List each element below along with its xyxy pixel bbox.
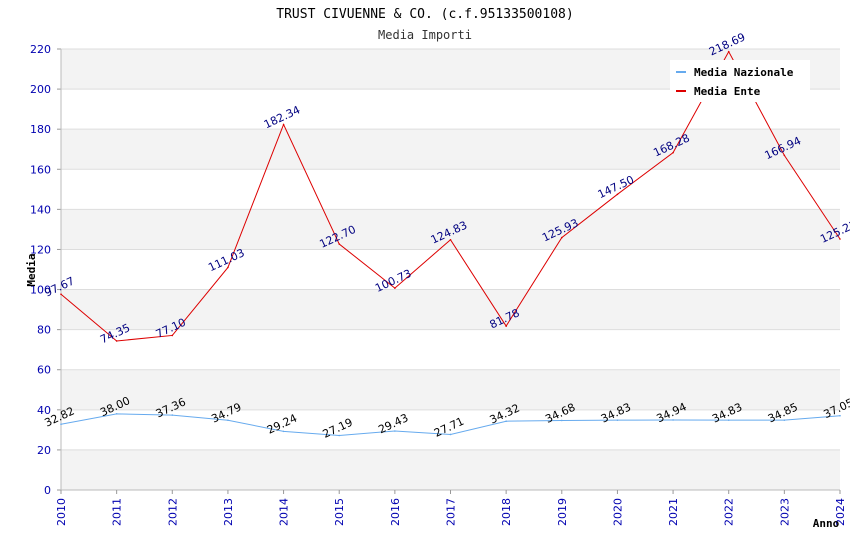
x-tick-label: 2017 xyxy=(445,498,458,526)
data-point xyxy=(338,434,341,437)
legend-box xyxy=(670,60,810,102)
chart-title: TRUST CIVUENNE & CO. (c.f.95133500108) xyxy=(276,7,573,22)
legend: Media Nazionale Media Ente xyxy=(670,60,810,102)
x-tick-label: 2013 xyxy=(222,498,235,526)
x-tick-label: 2010 xyxy=(55,498,68,526)
plot-background-bands xyxy=(61,49,840,490)
y-tick-label: 40 xyxy=(37,404,51,417)
y-tick-label: 200 xyxy=(30,83,51,96)
data-point xyxy=(227,419,229,422)
x-tick-label: 2023 xyxy=(778,498,791,526)
data-point xyxy=(394,287,396,289)
x-tick-label: 2015 xyxy=(333,498,346,526)
y-tick-label: 140 xyxy=(30,203,51,216)
x-tick-label: 2012 xyxy=(166,498,179,526)
x-tick-label: 2018 xyxy=(500,498,513,526)
data-point xyxy=(227,266,229,269)
data-point xyxy=(783,154,786,157)
data-point xyxy=(60,423,62,426)
y-tick-label: 180 xyxy=(30,123,51,136)
data-point xyxy=(727,50,730,53)
data-point xyxy=(616,419,619,421)
data-point xyxy=(171,334,174,337)
legend-label: Media Ente xyxy=(694,85,761,98)
data-point xyxy=(394,430,396,432)
data-point xyxy=(338,243,341,245)
y-tick-label: 120 xyxy=(30,243,51,256)
x-tick-label: 2022 xyxy=(723,498,736,526)
data-point xyxy=(282,430,285,433)
data-point xyxy=(727,419,730,421)
data-point xyxy=(449,238,452,241)
grid-band xyxy=(61,209,840,250)
y-tick-label: 80 xyxy=(37,324,51,337)
x-tick-label: 2011 xyxy=(111,498,124,526)
grid-band xyxy=(61,129,840,170)
chart-subtitle: Media Importi xyxy=(378,28,472,42)
grid-band xyxy=(61,169,840,210)
data-point xyxy=(282,123,285,126)
x-axis-title: Anno xyxy=(813,517,840,530)
grid-band xyxy=(61,449,840,490)
x-tick-label: 2016 xyxy=(389,498,402,526)
x-tick-label: 2020 xyxy=(611,498,624,526)
grid-band xyxy=(61,329,840,370)
x-tick-label: 2019 xyxy=(556,498,569,526)
data-point xyxy=(115,340,118,342)
y-tick-label: 0 xyxy=(44,484,51,497)
grid-band xyxy=(61,289,840,330)
data-point xyxy=(560,236,563,239)
x-tick-label: 2014 xyxy=(278,498,291,526)
data-point xyxy=(672,151,674,154)
x-tick-label: 2024 xyxy=(834,498,847,526)
data-point xyxy=(839,414,841,417)
y-tick-label: 160 xyxy=(30,163,51,176)
x-tick-label: 2021 xyxy=(667,498,680,526)
data-point xyxy=(616,193,619,196)
y-tick-label: 220 xyxy=(30,43,51,56)
y-tick-label: 60 xyxy=(37,364,51,377)
data-point xyxy=(115,413,118,415)
data-point xyxy=(60,293,62,296)
data-point xyxy=(449,433,452,436)
data-point xyxy=(672,419,674,421)
data-point xyxy=(505,325,507,327)
y-tick-label: 20 xyxy=(37,444,51,457)
data-point xyxy=(839,238,841,240)
axes: 0 20 40 60 80 100 120 140 160 180 200 220 2010 2011 20… xyxy=(30,43,847,526)
grid-band xyxy=(61,369,840,410)
y-tick-label: 100 xyxy=(30,284,51,297)
grid-band xyxy=(61,249,840,290)
y-axis-title: Media xyxy=(25,253,38,286)
data-point xyxy=(783,419,786,421)
data-point xyxy=(560,419,563,422)
legend-label: Media Nazionale xyxy=(694,66,794,79)
data-point xyxy=(505,420,507,423)
data-point xyxy=(171,414,174,416)
